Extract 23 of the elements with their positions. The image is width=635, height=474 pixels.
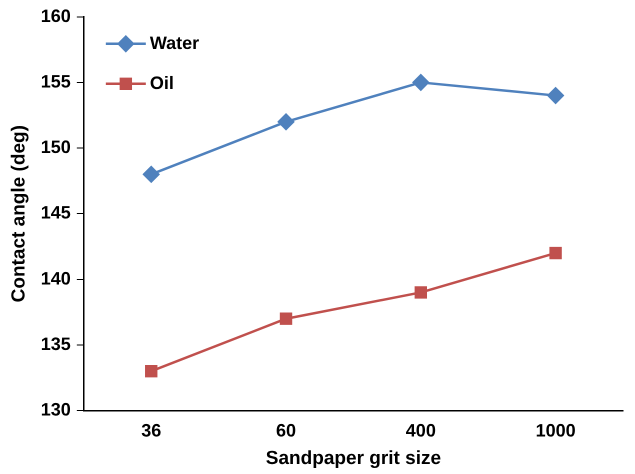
point [280,312,292,325]
point [549,246,562,260]
point [412,74,430,91]
y-tick-label: 145 [40,202,71,223]
point [278,114,294,130]
point [145,365,158,378]
x-tick-label: 36 [141,420,162,440]
y-tick-label: 160 [40,6,71,26]
y-tick-label: 150 [40,137,71,158]
y-tick-label: 140 [40,268,71,288]
point [414,286,428,299]
point [547,87,564,104]
legend-label: Water [150,32,200,53]
x-tick-label: 60 [276,420,296,440]
legend-label: Oil [150,72,174,93]
x-tick-label: 1000 [536,420,576,440]
y-tick-label: 130 [40,400,71,420]
y-axis-title: Contact angle (deg) [8,125,30,302]
y-tick-label: 155 [40,71,71,92]
x-tick-label: 400 [406,420,436,440]
y-tick-label: 135 [40,334,71,354]
point [142,166,160,183]
x-axis-title: Sandpaper grit size [266,448,442,469]
